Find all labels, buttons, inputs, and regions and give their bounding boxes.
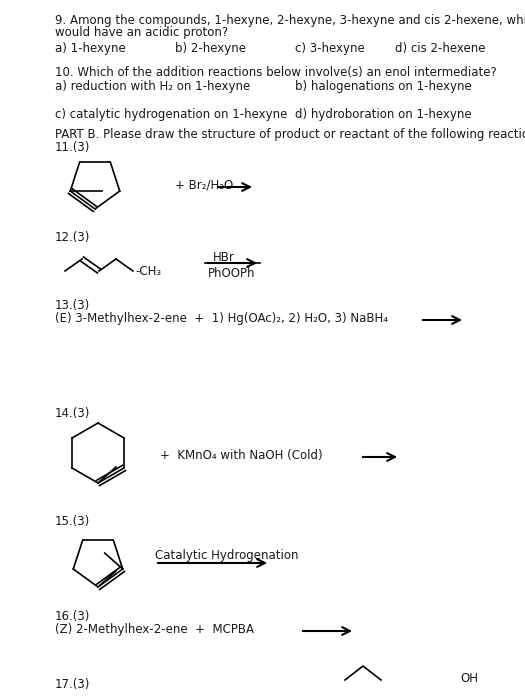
Text: (E) 3-Methylhex-2-ene  +  1) Hg(OAc)₂, 2) H₂O, 3) NaBH₄: (E) 3-Methylhex-2-ene + 1) Hg(OAc)₂, 2) … — [55, 312, 388, 325]
Text: b) halogenations on 1-hexyne: b) halogenations on 1-hexyne — [295, 80, 472, 93]
Text: OH: OH — [460, 672, 478, 685]
Text: b) 2-hexyne: b) 2-hexyne — [175, 42, 246, 55]
Text: a) reduction with H₂ on 1-hexyne: a) reduction with H₂ on 1-hexyne — [55, 80, 250, 93]
Text: 9. Among the compounds, 1-hexyne, 2-hexyne, 3-hexyne and cis 2-hexene, which one: 9. Among the compounds, 1-hexyne, 2-hexy… — [55, 14, 525, 27]
Text: (Z) 2-Methylhex-2-ene  +  MCPBA: (Z) 2-Methylhex-2-ene + MCPBA — [55, 623, 254, 636]
Text: d) cis 2-hexene: d) cis 2-hexene — [395, 42, 486, 55]
Text: 11.(3): 11.(3) — [55, 141, 90, 154]
Text: Catalytic Hydrogenation: Catalytic Hydrogenation — [155, 549, 299, 562]
Text: 16.(3): 16.(3) — [55, 610, 90, 623]
Text: -CH₃: -CH₃ — [135, 265, 161, 278]
Text: PhOOPh: PhOOPh — [208, 267, 256, 280]
Text: 15.(3): 15.(3) — [55, 515, 90, 528]
Text: d) hydroboration on 1-hexyne: d) hydroboration on 1-hexyne — [295, 108, 471, 121]
Text: 17.(3): 17.(3) — [55, 678, 90, 691]
Text: + Br₂/H₂O: + Br₂/H₂O — [175, 178, 233, 191]
Text: 13.(3): 13.(3) — [55, 299, 90, 312]
Text: 14.(3): 14.(3) — [55, 407, 90, 420]
Text: +  KMnO₄ with NaOH (Cold): + KMnO₄ with NaOH (Cold) — [160, 449, 323, 462]
Text: c) 3-hexyne: c) 3-hexyne — [295, 42, 365, 55]
Text: would have an acidic proton?: would have an acidic proton? — [55, 26, 228, 39]
Text: a) 1-hexyne: a) 1-hexyne — [55, 42, 126, 55]
Text: 12.(3): 12.(3) — [55, 231, 90, 244]
Text: PART B. Please draw the structure of product or reactant of the following reacti: PART B. Please draw the structure of pro… — [55, 128, 525, 141]
Text: HBr: HBr — [213, 251, 235, 264]
Text: 10. Which of the addition reactions below involve(s) an enol intermediate?: 10. Which of the addition reactions belo… — [55, 66, 497, 79]
Text: c) catalytic hydrogenation on 1-hexyne: c) catalytic hydrogenation on 1-hexyne — [55, 108, 287, 121]
